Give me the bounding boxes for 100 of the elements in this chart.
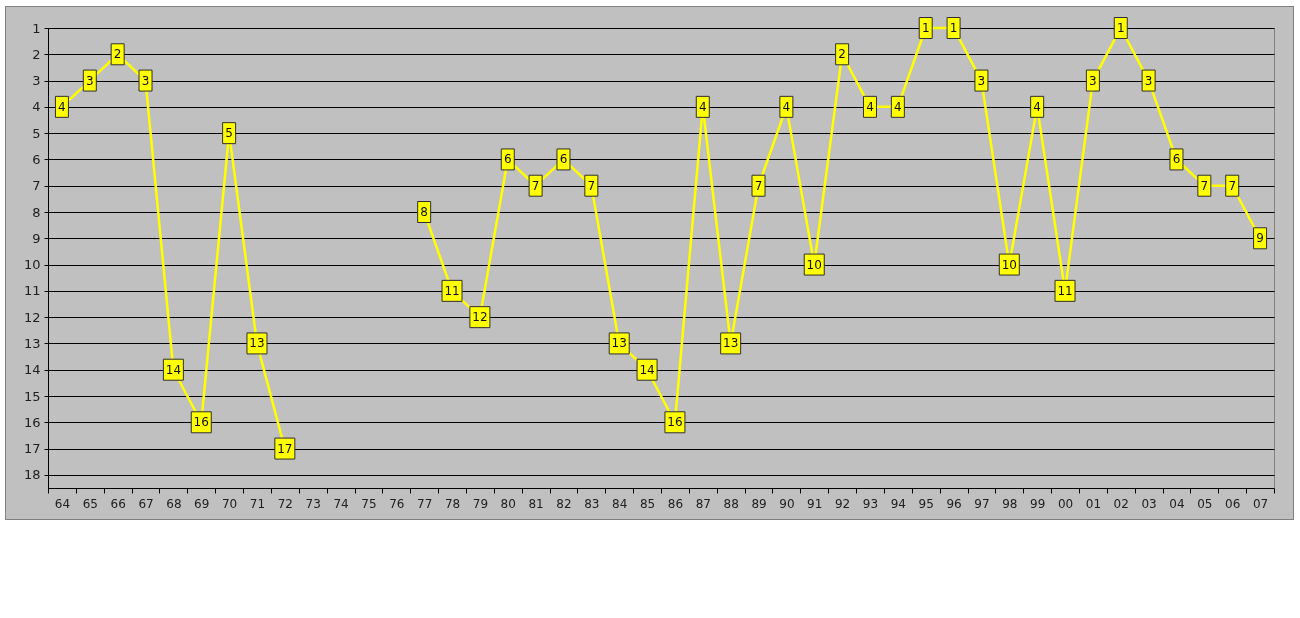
x-tick-label: 00: [1057, 496, 1074, 511]
x-tick-label: 83: [584, 496, 600, 511]
x-tick-label: 96: [946, 496, 962, 511]
y-tick-label: 10: [23, 257, 41, 273]
y-tick-label: 15: [23, 388, 41, 404]
data-label: 14: [639, 362, 655, 377]
x-tick-label: 81: [528, 496, 544, 511]
y-tick-label: 1: [32, 20, 41, 36]
y-tick-label: 3: [32, 73, 41, 89]
x-tick-label: 95: [918, 496, 934, 511]
x-tick-label: 04: [1169, 496, 1185, 511]
x-tick-label: 77: [417, 496, 433, 511]
x-tick-label: 90: [779, 496, 795, 511]
data-label: 13: [723, 336, 739, 351]
x-tick-label: 93: [862, 496, 879, 511]
y-tick-label: 17: [23, 441, 41, 457]
y-tick-label: 13: [23, 335, 41, 351]
y-tick-label: 14: [23, 362, 41, 378]
y-tick-label: 8: [32, 204, 41, 220]
y-tick-label: 5: [32, 125, 41, 141]
data-label: 16: [667, 415, 683, 430]
x-tick-label: 71: [249, 496, 266, 511]
data-label: 11: [444, 283, 460, 298]
x-tick-label: 87: [695, 496, 711, 511]
x-tick-label: 64: [54, 496, 71, 511]
data-label: 4: [1033, 99, 1041, 114]
data-label: 6: [503, 152, 512, 167]
x-tick-label: 98: [1002, 496, 1018, 511]
x-tick-label: 72: [277, 496, 293, 511]
data-label: 10: [1001, 257, 1017, 272]
data-label: 3: [141, 73, 150, 88]
x-tick-label: 88: [723, 496, 739, 511]
y-tick-label: 4: [32, 99, 41, 115]
y-tick-label: 2: [32, 46, 41, 62]
data-label: 1: [921, 21, 930, 35]
data-label: 17: [277, 441, 293, 456]
data-label: 4: [894, 99, 902, 114]
y-tick-label: 9: [32, 230, 41, 246]
data-label: 13: [611, 336, 627, 351]
x-tick-label: 75: [361, 496, 377, 511]
x-tick-label: 82: [556, 496, 572, 511]
data-label: 4: [698, 99, 707, 114]
y-tick-label: 12: [23, 309, 41, 325]
data-label: 4: [782, 99, 791, 114]
data-label: 1: [1116, 21, 1125, 35]
data-label: 11: [1057, 283, 1073, 298]
x-tick-label: 69: [194, 496, 210, 511]
x-tick-label: 84: [612, 496, 628, 511]
x-tick-label: 68: [166, 496, 182, 511]
x-tick-label: 80: [500, 496, 516, 511]
data-label: 14: [165, 362, 182, 377]
x-tick-label: 66: [110, 496, 126, 511]
x-tick-label: 76: [389, 496, 405, 511]
x-tick-label: 65: [82, 496, 98, 511]
x-tick-label: 73: [305, 496, 321, 511]
x-tick-label: 03: [1141, 496, 1157, 511]
x-tick-label: 05: [1197, 496, 1213, 511]
x-tick-label: 07: [1252, 496, 1269, 511]
data-label: 3: [1089, 73, 1097, 88]
x-tick-label: 89: [751, 496, 767, 511]
data-label: 9: [1256, 231, 1264, 246]
y-tick-label: 11: [23, 283, 41, 299]
x-tick-label: 92: [834, 496, 851, 511]
data-label: 3: [85, 73, 94, 88]
x-tick-label: 67: [138, 496, 154, 511]
y-tick-label: 16: [23, 414, 41, 430]
data-label: 7: [1200, 178, 1209, 193]
data-label: 7: [754, 178, 763, 193]
data-label: 10: [806, 257, 822, 272]
x-tick-label: 94: [890, 496, 906, 511]
data-label: 16: [193, 415, 209, 430]
x-tick-label: 79: [472, 496, 489, 511]
x-tick-label: 78: [444, 496, 461, 511]
x-tick-label: 99: [1030, 496, 1046, 511]
x-tick-label: 85: [639, 496, 656, 511]
data-label: 7: [1228, 178, 1237, 193]
data-label: 4: [58, 99, 66, 114]
x-tick-label: 91: [807, 496, 823, 511]
y-tick-label: 6: [32, 151, 41, 167]
y-tick-label: 7: [32, 178, 41, 194]
x-tick-label: 06: [1225, 496, 1241, 511]
data-label: 4: [866, 99, 874, 114]
data-label: 3: [1144, 73, 1153, 88]
data-label: 3: [977, 73, 986, 88]
data-label: 7: [587, 178, 596, 193]
data-label: 6: [1172, 152, 1181, 167]
data-label: 7: [531, 178, 540, 193]
data-label: 8: [420, 205, 428, 219]
x-tick-label: 97: [974, 496, 990, 511]
x-tick-label: 70: [221, 496, 238, 511]
data-label: 5: [225, 126, 233, 141]
x-tick-label: 02: [1113, 496, 1129, 511]
data-label: 1: [949, 21, 958, 35]
data-label: 6: [559, 152, 568, 167]
y-tick-label: 18: [23, 467, 41, 483]
x-tick-label: 01: [1085, 496, 1102, 511]
x-tick-label: 74: [333, 496, 349, 511]
data-label: 2: [113, 47, 122, 62]
data-label: 12: [472, 310, 488, 325]
data-label: 2: [838, 47, 846, 62]
